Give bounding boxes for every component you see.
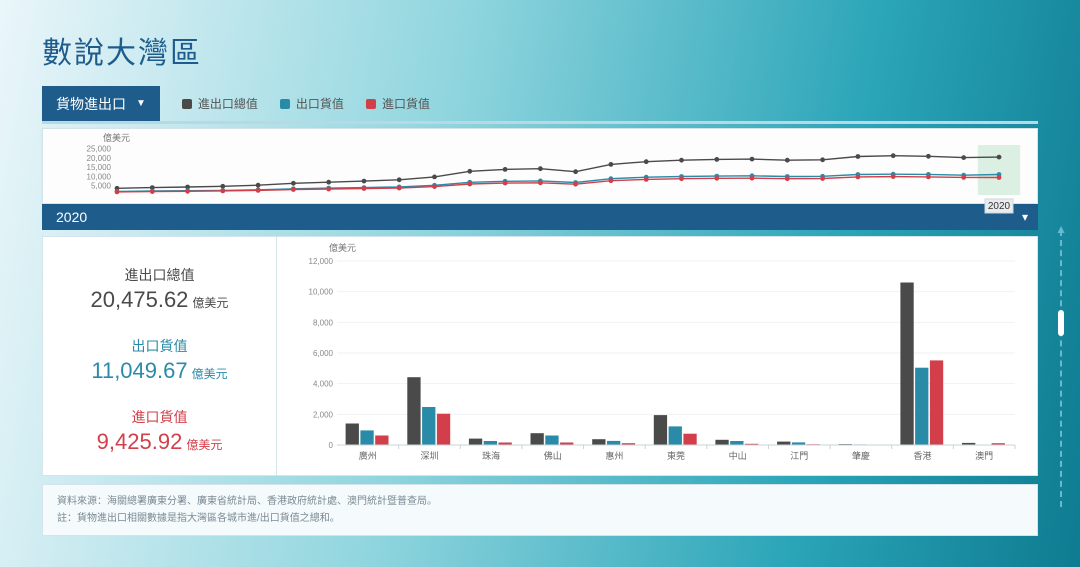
page-title: 數說大灣區 (0, 0, 1080, 86)
mini-highlight (978, 145, 1020, 195)
legend-label: 進出口總值 (198, 95, 258, 112)
bar-panel: 億美元 0 2,000 4,000 6,000 8,000 10,000 12,000 廣州 深… (277, 236, 1038, 476)
legend-swatch (280, 99, 290, 109)
legend-item[interactable]: 進口貨值 (366, 95, 430, 112)
stats-panel: 進出口總值20,475.62億美元出口貨值11,049.67億美元進口貨值9,4… (42, 236, 277, 476)
bar[interactable] (930, 360, 943, 445)
svg-text:6,000: 6,000 (313, 349, 334, 358)
svg-text:中山: 中山 (729, 450, 747, 461)
footnote-line: 註：貨物進出口相關數據是指大灣區各城市進/出口貨值之總和。 (57, 510, 1023, 527)
bar-chart[interactable]: 02,0004,0006,0008,00010,00012,000廣州深圳珠海佛… (331, 257, 1019, 467)
bar[interactable] (531, 433, 544, 445)
stat-label: 進出口總值 (55, 265, 264, 285)
metric-dropdown[interactable]: 貨物進出口 ▼ (42, 86, 160, 121)
year-strip: 2020 ▾ (42, 204, 1038, 230)
bar[interactable] (915, 368, 928, 445)
svg-text:4,000: 4,000 (313, 380, 334, 389)
legend-label: 進口貨值 (382, 95, 430, 112)
bar[interactable] (683, 434, 696, 445)
svg-text:5,000: 5,000 (91, 182, 112, 191)
topbar: 貨物進出口 ▼ 進出口總值 出口貨值 進口貨值 (42, 86, 1038, 124)
stat-value: 20,475.62億美元 (55, 287, 264, 313)
bar-y-unit: 億美元 (329, 241, 356, 254)
svg-text:2,000: 2,000 (313, 410, 334, 419)
svg-text:江門: 江門 (790, 451, 808, 461)
bar[interactable] (715, 440, 728, 445)
svg-text:15,000: 15,000 (87, 163, 112, 172)
stat-block: 進口貨值9,425.92億美元 (55, 407, 264, 455)
svg-text:佛山: 佛山 (544, 450, 562, 461)
bar[interactable] (484, 441, 497, 445)
svg-text:澳門: 澳門 (975, 450, 993, 461)
svg-text:10,000: 10,000 (87, 172, 112, 181)
chevron-down-icon: ▼ (136, 98, 146, 109)
bar[interactable] (730, 441, 743, 445)
stat-block: 出口貨值11,049.67億美元 (55, 336, 264, 384)
stat-value: 11,049.67億美元 (55, 358, 264, 384)
footnote-line: 資料來源：海關總署廣東分署、廣東省統計局、香港政府統計處、澳門統計暨普查局。 (57, 493, 1023, 510)
scroll-track[interactable] (1060, 230, 1062, 507)
legend-swatch (366, 99, 376, 109)
bar[interactable] (777, 442, 790, 445)
bar[interactable] (545, 436, 558, 446)
bar[interactable] (592, 439, 605, 445)
scroll-handle[interactable] (1058, 310, 1064, 336)
svg-text:0: 0 (329, 441, 334, 450)
svg-text:惠州: 惠州 (605, 450, 623, 461)
bar[interactable] (669, 426, 682, 445)
svg-text:香港: 香港 (914, 450, 932, 461)
bar[interactable] (422, 407, 435, 445)
svg-text:廣州: 廣州 (359, 450, 377, 461)
mini-chart[interactable]: 5,00010,00015,00020,00025,0002020 (117, 143, 999, 201)
bar[interactable] (375, 436, 388, 446)
bar[interactable] (654, 415, 667, 445)
stat-block: 進出口總值20,475.62億美元 (55, 265, 264, 313)
stat-value: 9,425.92億美元 (55, 429, 264, 455)
selected-year: 2020 (42, 209, 87, 225)
svg-text:12,000: 12,000 (309, 257, 334, 266)
bar[interactable] (469, 439, 482, 445)
svg-text:深圳: 深圳 (420, 451, 438, 461)
svg-text:10,000: 10,000 (309, 288, 334, 297)
legend-label: 出口貨值 (296, 95, 344, 112)
bar[interactable] (607, 441, 620, 445)
lower-row: 進出口總值20,475.62億美元出口貨值11,049.67億美元進口貨值9,4… (42, 236, 1038, 476)
svg-text:珠海: 珠海 (482, 450, 500, 461)
svg-text:2020: 2020 (988, 201, 1011, 212)
svg-text:25,000: 25,000 (87, 145, 112, 154)
svg-text:8,000: 8,000 (313, 318, 334, 327)
stat-label: 進口貨值 (55, 407, 264, 427)
svg-text:肇慶: 肇慶 (852, 450, 870, 461)
bar[interactable] (407, 377, 420, 445)
timeline-panel: 億美元 5,00010,00015,00020,00025,0002020 (42, 128, 1038, 204)
svg-text:20,000: 20,000 (87, 154, 112, 163)
legend-item[interactable]: 出口貨值 (280, 95, 344, 112)
filter-icon[interactable]: ▾ (1022, 210, 1038, 224)
footnotes: 資料來源：海關總署廣東分署、廣東省統計局、香港政府統計處、澳門統計暨普查局。註：… (42, 484, 1038, 536)
dropdown-label: 貨物進出口 (56, 94, 126, 114)
svg-text:東莞: 東莞 (667, 450, 685, 461)
legend-item[interactable]: 進出口總值 (182, 95, 258, 112)
legend-swatch (182, 99, 192, 109)
bar[interactable] (437, 414, 450, 445)
bar[interactable] (900, 283, 913, 446)
bar[interactable] (360, 430, 373, 445)
bar[interactable] (346, 424, 359, 446)
legend: 進出口總值 出口貨值 進口貨值 (182, 95, 430, 112)
stat-label: 出口貨值 (55, 336, 264, 356)
